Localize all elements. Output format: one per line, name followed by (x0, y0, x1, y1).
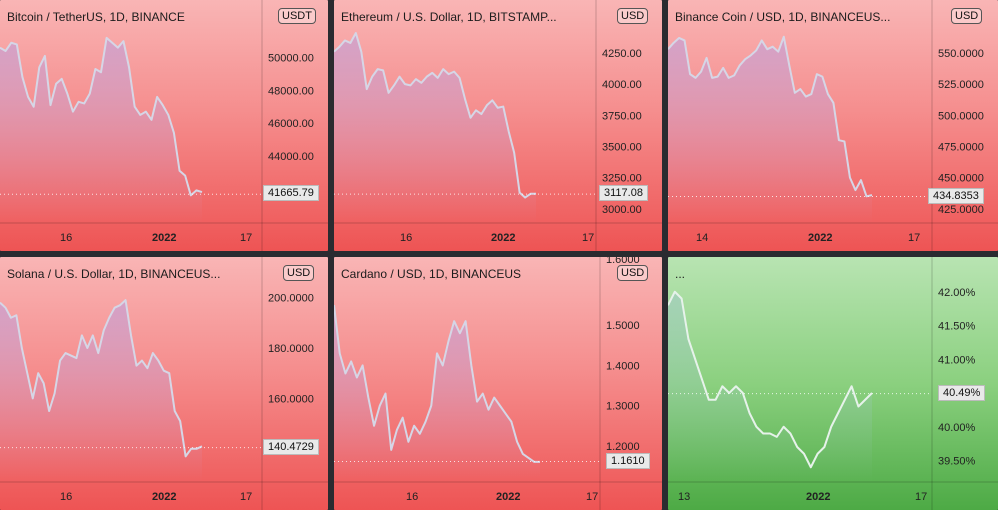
chart-title: Binance Coin / USD, 1D, BINANCEUS... (675, 10, 891, 24)
currency-unit-button[interactable]: USD (617, 265, 649, 281)
x-tick-label: 17 (240, 232, 252, 244)
series-area (668, 36, 872, 223)
last-price-label: 1.1610 (606, 452, 650, 469)
series-line (668, 290, 873, 469)
chart-title: Ethereum / U.S. Dollar, 1D, BITSTAMP... (341, 10, 557, 24)
chart-title: Solana / U.S. Dollar, 1D, BINANCEUS... (7, 267, 221, 281)
y-tick-label: 48000.00 (268, 85, 314, 97)
y-tick-label: 1.5000 (606, 320, 640, 332)
currency-unit-button[interactable]: USD (283, 265, 315, 281)
chart-title: Bitcoin / TetherUS, 1D, BINANCE (7, 10, 185, 24)
series-area (0, 37, 202, 224)
x-tick-label: 16 (60, 491, 72, 503)
x-tick-label: 17 (582, 232, 594, 244)
series-area (334, 305, 540, 482)
chart-title: Cardano / USD, 1D, BINANCEUS (341, 267, 522, 281)
series-line (0, 299, 203, 458)
x-tick-label: 16 (406, 491, 418, 503)
y-tick-label: 1.2000 (606, 441, 640, 453)
series-area (334, 32, 536, 224)
chart-svg: 1.5000 1.4000 1.3000 1.2000 1.6000 16 2022 17 (334, 257, 662, 510)
y-tick-label: 450.0000 (938, 173, 984, 185)
y-tick-label: 39.50% (938, 456, 976, 468)
y-tick-label: 1.6000 (606, 257, 640, 266)
series-area (668, 291, 872, 482)
x-tick-label: 2022 (806, 491, 830, 503)
series-area (0, 300, 202, 482)
y-tick-label: 160.0000 (268, 393, 314, 405)
y-tick-label: 425.0000 (938, 204, 984, 216)
y-tick-label: 3500.00 (602, 141, 642, 153)
currency-unit-button[interactable]: USD (617, 8, 649, 24)
chart-title: ... (675, 267, 686, 281)
x-tick-label: 2022 (496, 491, 520, 503)
y-tick-label: 40.00% (938, 422, 976, 434)
chart-svg: 42.00%41.50%41.00%40.50%40.00%39.50%1320… (668, 257, 998, 510)
last-price-label: 3117.08 (599, 185, 648, 202)
y-tick-label: 180.0000 (268, 343, 314, 355)
last-price-label: 140.4729 (263, 438, 319, 455)
binance-coin-chart-panel[interactable]: 550.0000 525.0000 500.0000 475.0000 450.0000… (668, 0, 998, 251)
y-tick-label: 3000.00 (602, 204, 642, 216)
x-tick-label: 14 (696, 232, 708, 244)
y-tick-label: 475.0000 (938, 141, 984, 153)
chart-svg: 50000.0048000.0046000.0044000.0042000.00… (0, 0, 328, 251)
series-line (0, 36, 203, 197)
x-tick-label: 2022 (152, 491, 176, 503)
x-tick-label: 16 (400, 232, 412, 244)
currency-unit-button[interactable]: USD (951, 8, 983, 24)
series-line (334, 31, 536, 199)
y-tick-label: 42.00% (938, 287, 976, 299)
x-tick-label: 17 (908, 232, 920, 244)
y-tick-label: 4250.00 (602, 48, 642, 60)
x-tick-label: 17 (915, 491, 927, 503)
y-tick-label: 41.00% (938, 354, 976, 366)
cardano-chart-panel[interactable]: 1.5000 1.4000 1.3000 1.2000 1.6000 16 2022 17 Ca… (334, 257, 662, 510)
x-tick-label: 16 (60, 232, 72, 244)
ethereum-chart-panel[interactable]: 4250.00 4000.00 3750.00 3500.00 3250.00 3000.… (334, 0, 662, 251)
y-tick-label: 1.3000 (606, 401, 640, 413)
x-tick-label: 17 (240, 491, 252, 503)
y-tick-label: 550.0000 (938, 48, 984, 60)
x-tick-label: 13 (678, 491, 690, 503)
chart-svg: 550.0000 525.0000 500.0000 475.0000 450.0000… (668, 0, 998, 251)
x-tick-label: 2022 (808, 232, 832, 244)
dominance-chart-panel[interactable]: 42.00%41.50%41.00%40.50%40.00%39.50%1320… (668, 257, 998, 510)
last-price-label: 41665.79 (263, 185, 319, 202)
y-tick-label: 4000.00 (602, 79, 642, 91)
y-tick-label: 525.0000 (938, 79, 984, 91)
y-tick-label: 1.4000 (606, 360, 640, 372)
x-tick-label: 2022 (491, 232, 515, 244)
x-tick-label: 2022 (152, 232, 176, 244)
last-price-label: 434.8353 (928, 187, 984, 204)
last-price-label: 40.49% (938, 384, 986, 401)
currency-unit-button[interactable]: USDT (278, 8, 316, 24)
y-tick-label: 44000.00 (268, 151, 314, 163)
y-tick-label: 41.50% (938, 321, 976, 333)
x-tick-label: 17 (586, 491, 598, 503)
y-tick-label: 3750.00 (602, 110, 642, 122)
bitcoin-chart-panel[interactable]: 50000.0048000.0046000.0044000.0042000.00… (0, 0, 328, 251)
y-tick-label: 46000.00 (268, 118, 314, 130)
series-line (668, 35, 873, 198)
y-tick-label: 3250.00 (602, 173, 642, 185)
solana-chart-panel[interactable]: 200.0000180.0000160.0000140.000016202217… (0, 257, 328, 510)
y-tick-label: 50000.00 (268, 53, 314, 65)
y-tick-label: 500.0000 (938, 110, 984, 122)
y-tick-label: 200.0000 (268, 293, 314, 305)
chart-svg: 4250.00 4000.00 3750.00 3500.00 3250.00 3000.… (334, 0, 662, 251)
series-line (334, 304, 540, 463)
